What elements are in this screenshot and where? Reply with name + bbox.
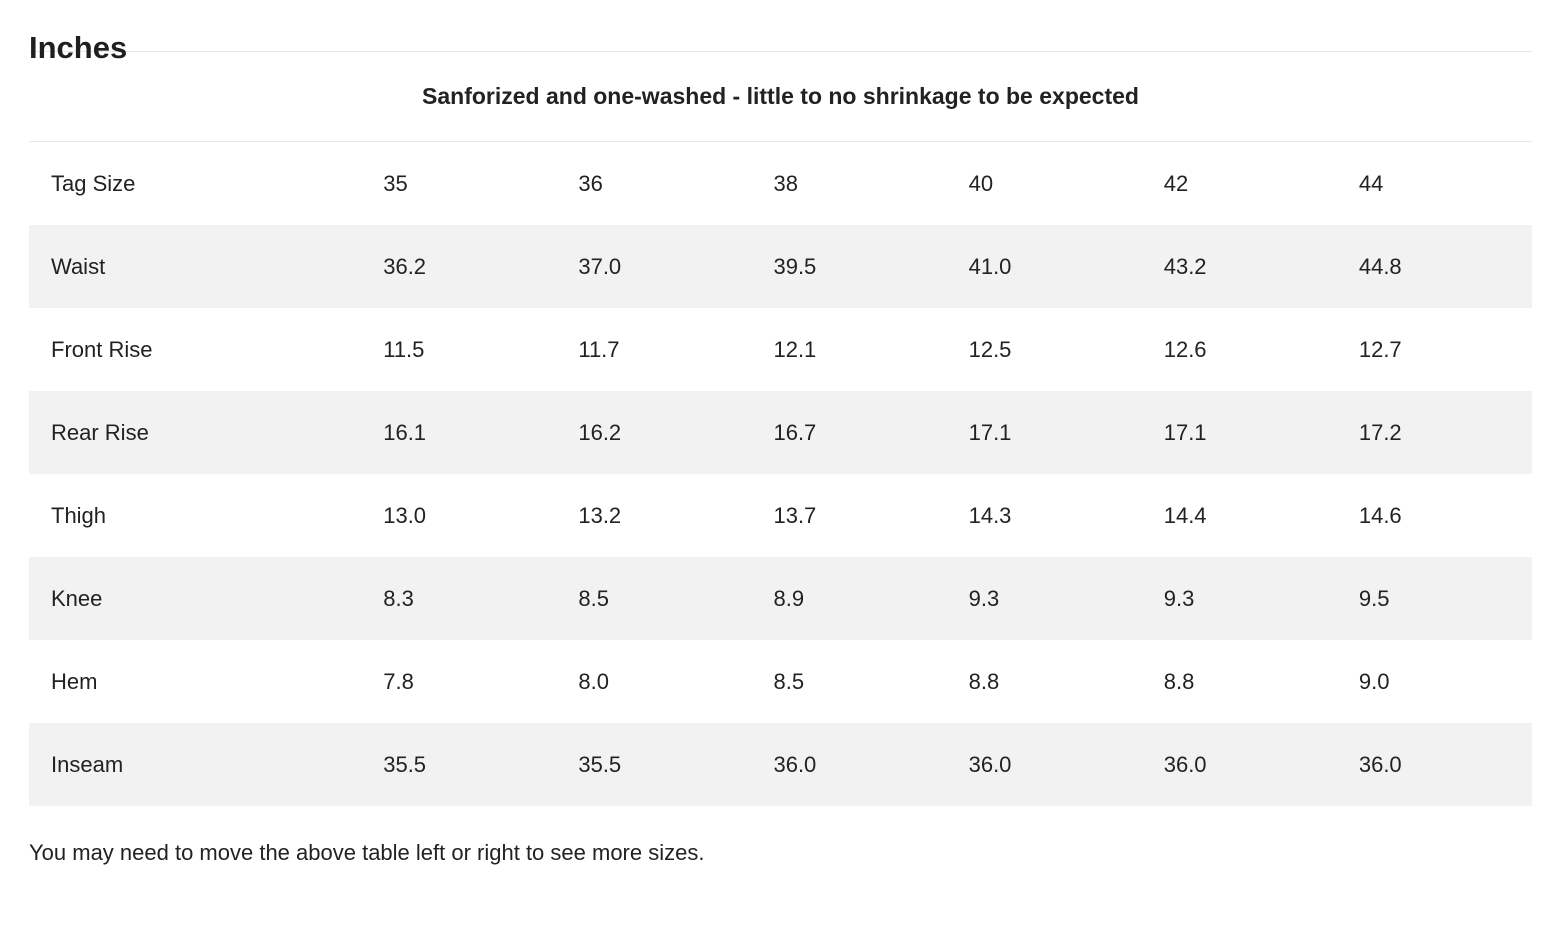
size-chart: Inches Sanforized and one-washed - littl…: [29, 0, 1532, 866]
table-row: Knee 8.3 8.5 8.9 9.3 9.3 9.5: [29, 557, 1532, 640]
scroll-hint: You may need to move the above table lef…: [29, 840, 705, 865]
table-cell: 7.8: [383, 668, 414, 694]
table-cell: 14.4: [1163, 502, 1207, 528]
table-cell: 8.3: [361, 557, 557, 640]
table-cell: 41.0: [946, 225, 1142, 308]
table-row: Front Rise 11.5 11.7 12.1 12.5 12.6 12.7: [29, 308, 1532, 391]
table-cell: 12.5: [968, 336, 1012, 362]
table-row: Rear Rise 16.1 16.2 16.7 17.1 17.1 17.2: [29, 391, 1532, 474]
table-cell: 12.6: [1163, 336, 1207, 362]
table-cell: 11.5: [383, 336, 425, 362]
row-label: Waist: [29, 225, 362, 308]
table-cell: 11.7: [578, 336, 620, 362]
table-cell: 9.5: [1336, 557, 1532, 640]
table-cell: 42: [1163, 170, 1189, 196]
row-label: Front Rise: [51, 336, 153, 362]
table-cell: 8.5: [773, 668, 805, 694]
table-cell: 13.2: [578, 502, 622, 528]
table-cell: 35: [383, 170, 408, 196]
table-cell: 8.9: [751, 557, 947, 640]
table-cell: 38: [773, 170, 798, 196]
table-cell: 36: [578, 170, 603, 196]
row-label: Rear Rise: [29, 391, 362, 474]
size-table[interactable]: Tag Size 35 36 38 40 42 44 Waist 36.2 37…: [29, 142, 1532, 806]
table-cell: 12.1: [773, 336, 817, 362]
table-row: Hem 7.8 8.0 8.5 8.8 8.8 9.0: [29, 640, 1532, 723]
table-cell: 14.3: [968, 502, 1012, 528]
table-cell: 36.2: [361, 225, 557, 308]
table-cell: 8.5: [556, 557, 752, 640]
table-cell: 16.2: [556, 391, 752, 474]
table-cell: 17.1: [946, 391, 1142, 474]
row-label: Tag Size: [51, 170, 136, 196]
table-cell: 36.0: [751, 723, 947, 806]
table-cell: 9.0: [1358, 668, 1390, 694]
table-cell: 12.7: [1358, 336, 1402, 362]
table-cell: 16.7: [751, 391, 947, 474]
row-label: Inseam: [29, 723, 362, 806]
row-label: Hem: [51, 668, 98, 694]
table-cell: 9.3: [946, 557, 1142, 640]
table-cell: 36.0: [1336, 723, 1532, 806]
table-cell: 8.8: [1163, 668, 1195, 694]
table-row: Waist 36.2 37.0 39.5 41.0 43.2 44.8: [29, 225, 1532, 308]
row-label: Knee: [29, 557, 362, 640]
table-cell: 36.0: [1141, 723, 1337, 806]
table-cell: 35.5: [556, 723, 752, 806]
table-cell: 13.0: [383, 502, 427, 528]
table-cell: 8.0: [578, 668, 609, 694]
table-row: Thigh 13.0 13.2 13.7 14.3 14.4 14.6: [29, 474, 1532, 557]
table-row: Inseam 35.5 35.5 36.0 36.0 36.0 36.0: [29, 723, 1532, 806]
table-cell: 17.2: [1336, 391, 1532, 474]
row-label: Thigh: [51, 502, 107, 528]
table-cell: 43.2: [1141, 225, 1337, 308]
table-cell: 37.0: [556, 225, 752, 308]
table-cell: 35.5: [361, 723, 557, 806]
table-cell: 39.5: [751, 225, 947, 308]
table-cell: 14.6: [1358, 502, 1402, 528]
table-cell: 9.3: [1141, 557, 1337, 640]
table-cell: 40: [968, 170, 994, 196]
table-row: Tag Size 35 36 38 40 42 44: [29, 142, 1532, 225]
table-cell: 36.0: [946, 723, 1142, 806]
table-cell: 17.1: [1141, 391, 1337, 474]
table-cell: 8.8: [968, 668, 1000, 694]
table-cell: 44.8: [1336, 225, 1532, 308]
table-cell: 13.7: [773, 502, 817, 528]
table-cell: 44: [1358, 170, 1384, 196]
table-cell: 16.1: [361, 391, 557, 474]
table-caption: Sanforized and one-washed - little to no…: [29, 52, 1532, 142]
page-title: Inches: [29, 0, 1532, 65]
